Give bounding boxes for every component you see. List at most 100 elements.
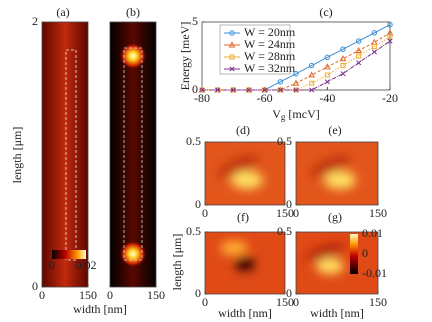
marker [387,34,393,40]
marker [355,38,362,44]
marker [356,53,362,59]
marker [262,87,268,93]
y-tick-label: 0 [195,286,201,300]
axes-frame [295,231,379,295]
marker [229,30,235,36]
heatmap-f [205,232,285,294]
marker [277,87,283,93]
marker [387,22,393,28]
marker [228,41,236,48]
x-tick-label: -60 [257,91,273,105]
x-axis-label: width [nm] [310,306,364,320]
marker [215,87,221,93]
marker [293,87,299,93]
colorbar-label: 0 [49,258,55,272]
y-axis-label: length [μm] [170,234,184,291]
marker [371,43,377,49]
x-label-unit: [mcV] [285,107,319,121]
panel-label: (a) [56,5,69,19]
x-tick-label: 0 [202,295,208,309]
x-tick-label: -80 [194,91,210,105]
y-tick-label: 0.5 [186,134,201,148]
marker [340,63,346,69]
heatmap-a [42,22,88,287]
x-tick-label: 150 [79,288,97,302]
marker [309,80,315,86]
y-tick-label: 5 [192,14,198,28]
legend-label: W = 24nm [244,37,296,51]
x-label-main: width [nm] [310,306,364,320]
marker [371,30,378,36]
y-tick-label: 0.5 [186,224,201,238]
y-tick-label: 0 [286,286,292,300]
x-axis-label: width [nm] [73,302,127,316]
marker [324,79,330,85]
x-tick-label: 0 [39,288,45,302]
marker [309,87,315,93]
panel-label: (c) [319,5,332,19]
marker [293,70,299,77]
colorbar-label: 0 [362,246,368,260]
marker [199,87,205,93]
y-axis-label: length [μm] [10,127,24,184]
y-tick-label: 0.5 [277,134,292,148]
hotspot [119,42,147,70]
colorbar-label: 0.02 [76,258,97,272]
heatmap-e [296,142,378,205]
legend-label: W = 20nm [244,25,296,39]
marker [230,87,236,93]
marker [323,63,331,70]
marker [229,54,235,60]
marker [229,66,235,72]
marker [355,46,363,54]
marker [292,79,300,86]
marker [324,72,330,78]
x-tick-label: 150 [369,295,387,309]
hotspot [119,240,147,268]
x-label-main: width [nm] [218,306,272,320]
marker [356,60,362,66]
x-label-main: V [272,107,281,121]
colorbar-label: 0.01 [362,226,383,240]
axes-frame [204,231,286,295]
heatmap-images [42,22,378,294]
marker [387,38,393,44]
axes-frame [41,21,89,288]
x-tick-label: 0 [107,288,113,302]
axes-frame [295,141,379,206]
y-tick-label: 0 [195,197,201,211]
legend-box [219,24,291,75]
y-axis-label: Energy [meV] [178,22,192,91]
panel-label: (g) [328,210,342,224]
panel-label: (d) [236,123,250,137]
x-tick-label: 0 [202,206,208,220]
panel-label: (f) [237,210,249,224]
panel: (b) 0 150 [107,5,165,302]
marker [277,79,284,85]
colorbar [350,234,358,274]
colorbar [52,250,86,259]
x-axis-label: Vg [mcV] [272,107,320,122]
legend-label: W = 28nm [244,49,296,63]
x-axis-label: width [nm] [218,306,272,320]
marker [340,46,346,52]
panel-label: (b) [126,5,140,19]
y-tick-label: 2 [32,14,38,28]
axes-frame [109,21,157,288]
y-tick-label: 0 [286,197,292,211]
y-tick-label: 0 [192,82,198,96]
marker [370,38,378,45]
x-tick-label: -40 [319,91,335,105]
marker [371,49,377,55]
colorbar-label: -0.01 [362,266,387,280]
x-label-main: width [nm] [73,302,127,316]
heatmap-d [205,142,285,205]
x-label-sub: g [281,112,286,122]
x-tick-label: -20 [382,91,398,105]
